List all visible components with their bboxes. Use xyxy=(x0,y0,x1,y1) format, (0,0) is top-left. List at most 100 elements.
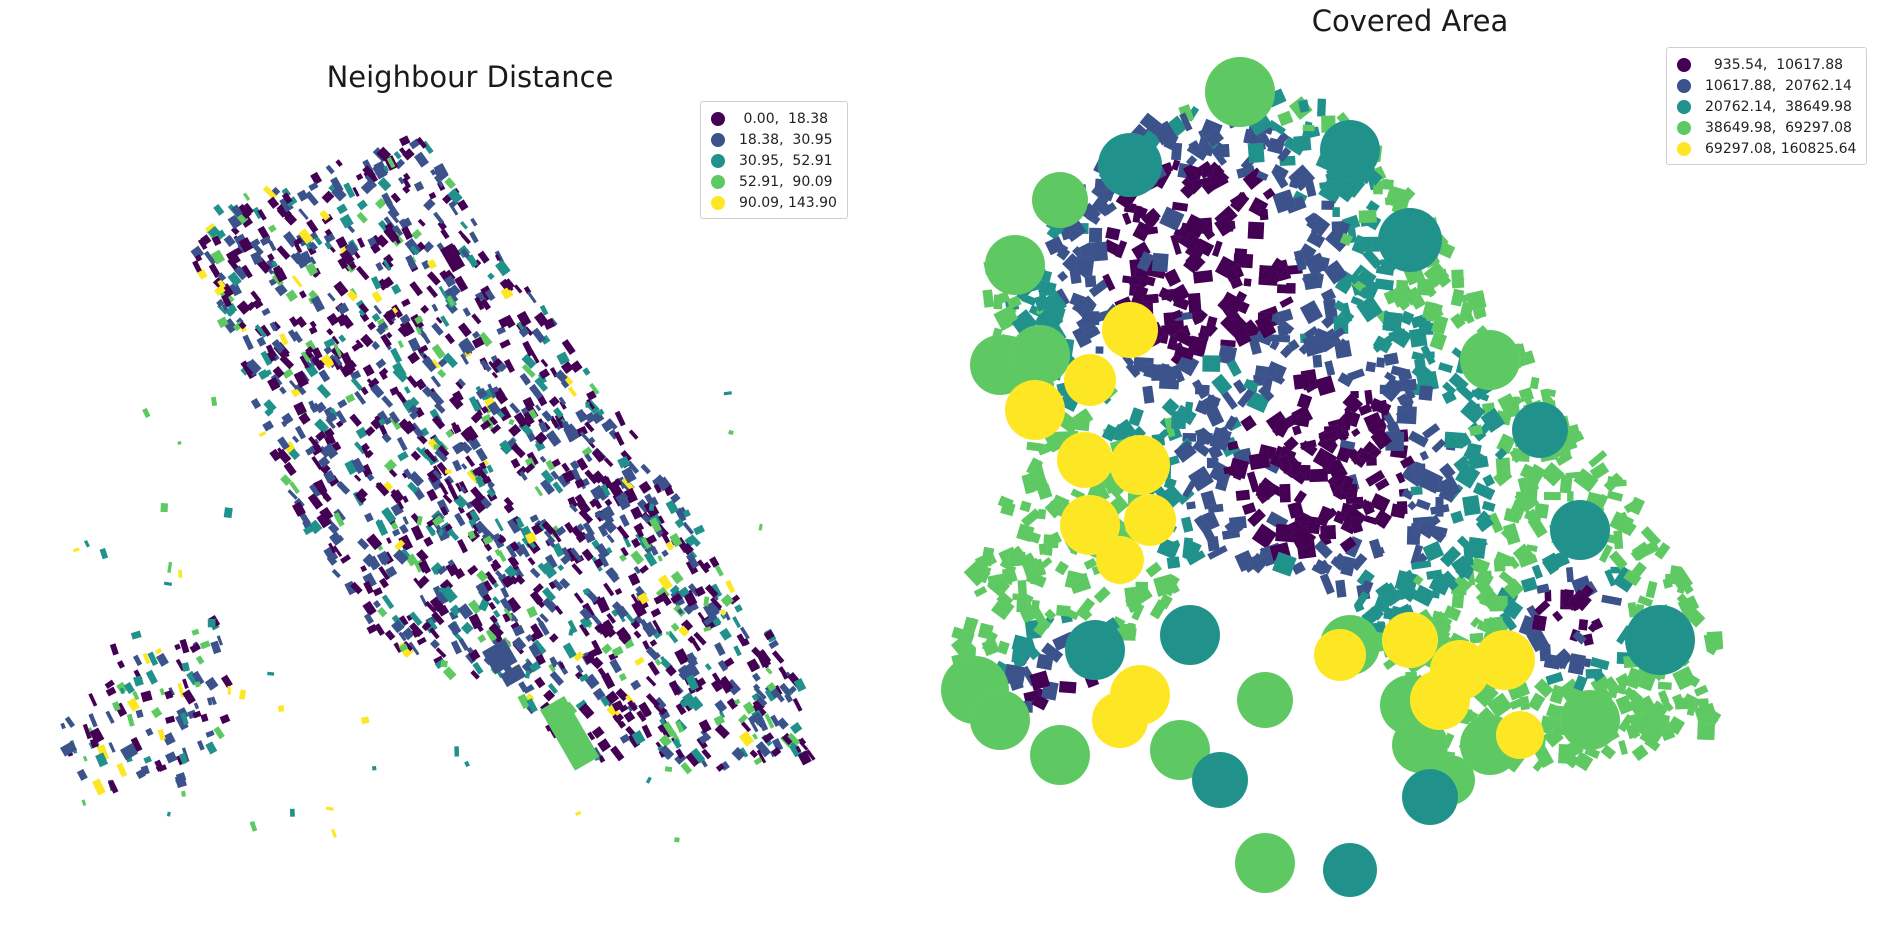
building xyxy=(457,199,469,212)
tessellation-cell xyxy=(1093,586,1111,604)
building xyxy=(225,306,235,317)
building xyxy=(434,175,444,188)
building xyxy=(289,808,295,817)
building xyxy=(403,420,416,434)
building xyxy=(438,587,447,593)
building xyxy=(472,466,483,477)
tessellation-cell xyxy=(1247,221,1265,240)
building xyxy=(398,534,414,552)
building xyxy=(316,512,332,529)
tessellation-cell xyxy=(1615,672,1632,690)
building xyxy=(616,525,630,540)
building xyxy=(193,702,200,710)
building xyxy=(431,566,439,575)
map-title: Covered Area xyxy=(1311,4,1509,38)
building xyxy=(238,689,247,700)
building xyxy=(130,630,142,640)
tessellation-cell xyxy=(1326,326,1346,344)
building xyxy=(120,743,139,761)
tessellation-cell xyxy=(1693,684,1709,697)
building xyxy=(738,730,755,747)
building xyxy=(586,398,595,410)
tessellation-cell xyxy=(1188,139,1202,154)
building xyxy=(552,481,564,494)
tessellation-cell xyxy=(1356,267,1377,289)
building xyxy=(436,445,450,459)
building xyxy=(210,396,218,407)
building xyxy=(390,489,405,504)
building xyxy=(371,765,377,771)
tessellation-cell xyxy=(1272,189,1297,214)
building xyxy=(307,492,324,510)
building xyxy=(429,639,440,650)
building xyxy=(399,135,411,147)
building xyxy=(631,730,646,745)
tessellation-cell xyxy=(1360,579,1374,593)
tessellation-cell xyxy=(1364,389,1374,406)
building xyxy=(337,257,349,270)
building xyxy=(487,401,502,416)
tessellation-cell xyxy=(1578,618,1589,631)
building xyxy=(259,235,272,247)
building xyxy=(515,517,524,529)
building xyxy=(295,383,307,396)
building xyxy=(338,334,347,343)
building xyxy=(363,580,374,595)
building xyxy=(155,652,169,667)
building xyxy=(534,485,544,497)
building xyxy=(166,811,171,817)
building xyxy=(135,709,144,719)
building xyxy=(285,196,298,208)
building xyxy=(388,468,398,478)
building xyxy=(468,613,483,630)
tessellation-cell xyxy=(1698,714,1714,725)
tessellation-cell xyxy=(1368,538,1384,560)
tessellation-cell xyxy=(1374,581,1399,607)
tessellation-cell xyxy=(1362,248,1383,270)
building xyxy=(438,528,444,537)
building xyxy=(216,229,226,240)
building xyxy=(431,343,446,360)
building xyxy=(665,499,679,515)
building xyxy=(522,396,535,410)
building xyxy=(165,751,178,764)
building xyxy=(593,747,602,758)
tessellation-cell xyxy=(1123,493,1177,547)
building xyxy=(597,524,609,537)
tessellation-cell xyxy=(1565,566,1575,583)
building xyxy=(305,446,316,456)
tessellation-cell xyxy=(1031,460,1045,479)
building xyxy=(210,640,222,655)
building xyxy=(424,448,438,463)
building xyxy=(519,543,531,558)
building xyxy=(164,690,174,700)
building xyxy=(89,738,99,749)
building xyxy=(279,332,289,346)
building xyxy=(327,522,340,535)
building xyxy=(417,344,429,355)
building xyxy=(413,577,424,589)
building xyxy=(704,663,712,671)
building xyxy=(534,404,542,412)
building xyxy=(82,723,92,740)
building xyxy=(72,547,80,553)
tessellation-cell xyxy=(1353,590,1370,610)
building xyxy=(560,379,570,389)
building xyxy=(385,331,393,339)
building xyxy=(505,596,522,614)
tessellation-cell xyxy=(1204,127,1225,148)
tessellation-cell xyxy=(1422,540,1445,563)
building xyxy=(517,693,531,709)
tessellation-cell xyxy=(1364,469,1386,487)
building xyxy=(444,177,456,190)
building xyxy=(504,564,518,579)
building xyxy=(465,455,476,468)
building xyxy=(670,593,683,604)
building xyxy=(690,747,706,764)
building xyxy=(460,463,468,470)
building xyxy=(542,596,559,614)
building xyxy=(355,426,368,439)
building xyxy=(402,185,411,194)
tessellation-cell xyxy=(1381,178,1395,191)
tessellation-cell xyxy=(1654,541,1671,560)
